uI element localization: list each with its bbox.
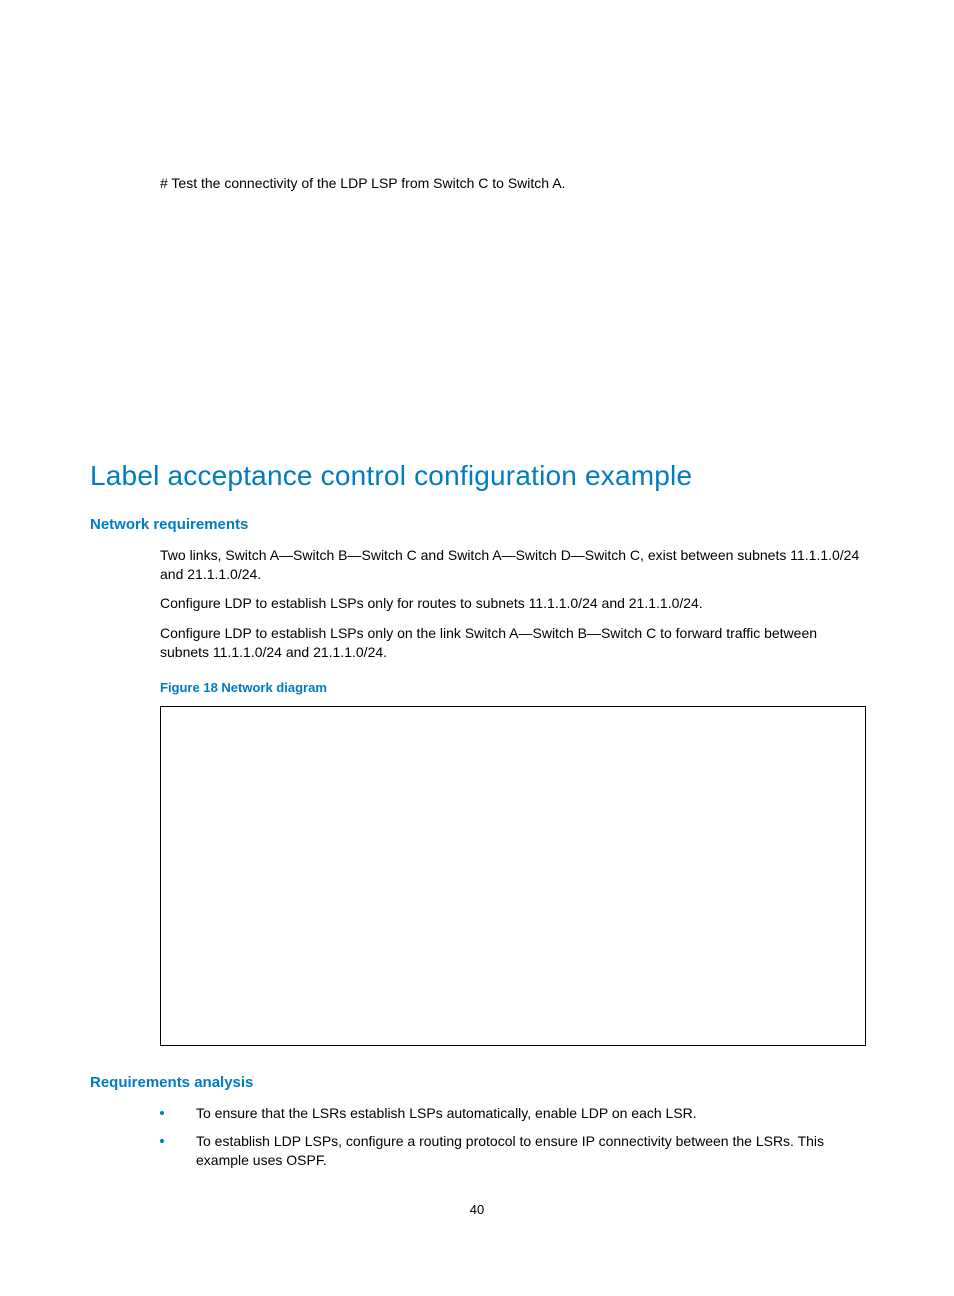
heading-network-requirements: Network requirements [90, 516, 248, 533]
heading-requirements-analysis: Requirements analysis [90, 1074, 253, 1091]
page-number: 40 [0, 1202, 954, 1217]
figure-network-diagram [160, 706, 866, 1046]
intro-line: # Test the connectivity of the LDP LSP f… [160, 174, 864, 193]
page: # Test the connectivity of the LDP LSP f… [0, 0, 954, 1296]
analysis-bullet-1: To ensure that the LSRs establish LSPs a… [160, 1104, 864, 1123]
analysis-bullet-2-text: To establish LDP LSPs, configure a routi… [196, 1132, 864, 1170]
analysis-bullet-1-text: To ensure that the LSRs establish LSPs a… [196, 1104, 864, 1123]
heading-label-acceptance: Label acceptance control configuration e… [90, 460, 692, 492]
figure-caption: Figure 18 Network diagram [160, 680, 327, 695]
analysis-bullet-2: To establish LDP LSPs, configure a routi… [160, 1132, 864, 1170]
requirements-paragraph-2: Configure LDP to establish LSPs only for… [160, 594, 864, 613]
bullet-icon [160, 1139, 164, 1143]
bullet-icon [160, 1111, 164, 1115]
requirements-paragraph-1: Two links, Switch A—Switch B—Switch C an… [160, 546, 864, 584]
requirements-paragraph-3: Configure LDP to establish LSPs only on … [160, 624, 864, 662]
